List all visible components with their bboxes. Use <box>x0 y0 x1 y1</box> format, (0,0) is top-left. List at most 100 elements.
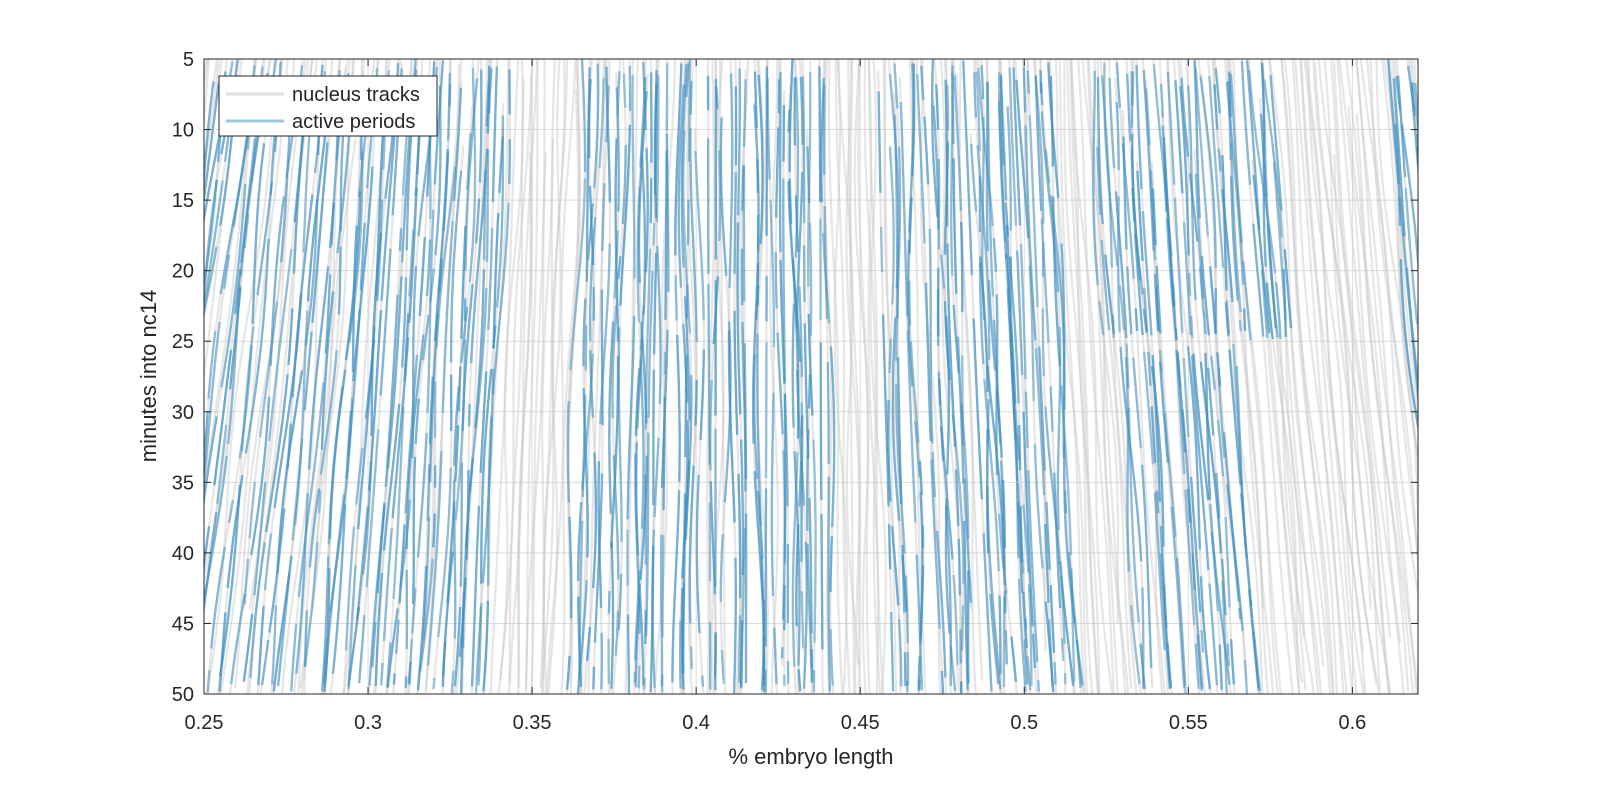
active-period-segment <box>160 424 186 593</box>
active-period-segment <box>410 662 411 685</box>
active-period-segment <box>982 65 983 99</box>
active-period-segment <box>1426 253 1428 332</box>
nucleus-track <box>1410 59 1477 694</box>
active-period-segment <box>1191 316 1192 339</box>
active-period-segment <box>785 394 786 563</box>
active-period-segment <box>819 66 820 202</box>
active-period-segment <box>143 626 155 694</box>
active-period-segment <box>962 605 963 650</box>
active-period-segment <box>667 63 668 131</box>
active-period-segment <box>433 678 434 689</box>
x-tick-label: 0.4 <box>682 712 710 734</box>
active-period-segment <box>127 604 136 683</box>
active-period-segment <box>1465 661 1467 684</box>
active-period-segment <box>702 675 703 686</box>
x-tick-label: 0.3 <box>354 712 382 734</box>
active-period-segment <box>951 72 952 275</box>
nucleus-track <box>88 59 180 694</box>
nucleus-track <box>116 59 219 694</box>
x-tick-label: 0.6 <box>1338 712 1366 734</box>
y-tick-label: 25 <box>172 331 194 353</box>
active-period-segment <box>1420 356 1427 424</box>
active-period-segment <box>150 458 167 571</box>
active-period-segment <box>1176 329 1177 340</box>
active-period-segment <box>1449 442 1455 510</box>
active-period-segment <box>744 79 746 147</box>
active-period-segment <box>905 652 906 686</box>
active-period-segment <box>172 635 182 692</box>
active-period-segment <box>143 589 156 691</box>
active-period-segment <box>1467 619 1477 687</box>
active-period-segment <box>1429 439 1435 495</box>
active-period-segment <box>179 386 191 465</box>
active-period-segment <box>1038 680 1039 691</box>
active-period-segment <box>1439 381 1445 449</box>
active-period-segment <box>208 670 210 693</box>
active-period-segment <box>1430 487 1442 623</box>
active-period-segment <box>1000 595 1001 674</box>
active-period-segment <box>1445 654 1448 688</box>
active-period-segment <box>831 536 832 592</box>
active-period-segment <box>1423 87 1431 177</box>
nucleus-track <box>1414 59 1478 694</box>
active-period-segment <box>1043 309 1044 377</box>
active-period-segment <box>821 342 822 500</box>
active-period-segment <box>1420 419 1425 464</box>
x-tick-label: 0.25 <box>185 712 224 734</box>
active-period-segment <box>691 81 692 115</box>
nucleus-track <box>1426 59 1492 694</box>
y-tick-label: 15 <box>172 190 194 212</box>
active-period-segment <box>624 74 625 108</box>
active-period-segment <box>1055 662 1056 685</box>
active-period-segment <box>1157 491 1158 514</box>
active-period-segment <box>1430 474 1448 610</box>
active-period-segment <box>664 397 665 510</box>
active-period-segment <box>628 615 629 694</box>
active-period-segment <box>962 355 963 445</box>
active-period-segment <box>509 139 510 184</box>
nucleus-track <box>1425 59 1484 694</box>
active-period-segment <box>1427 483 1434 551</box>
x-tick-label: 0.55 <box>1169 712 1208 734</box>
active-period-segment <box>1041 82 1042 105</box>
legend: nucleus tracks active periods <box>219 76 437 136</box>
active-period-segment <box>1445 504 1450 538</box>
active-period-segment <box>1028 71 1029 94</box>
active-period-segment <box>433 514 434 548</box>
active-period-segment <box>1438 531 1452 689</box>
active-period-segment <box>487 149 488 262</box>
active-period-segment <box>1438 596 1448 686</box>
nucleus-track <box>1420 59 1482 694</box>
active-period-segment <box>653 370 654 506</box>
active-period-segment <box>1202 630 1204 653</box>
active-period-segment <box>676 275 677 320</box>
active-period-segment <box>480 70 482 183</box>
nucleus-track <box>76 59 181 694</box>
active-period-segment <box>1189 273 1190 296</box>
active-period-segment <box>428 464 430 520</box>
active-period-segment <box>680 621 681 689</box>
active-period-segment <box>666 150 667 319</box>
active-period-segment <box>807 429 808 531</box>
active-period-segment <box>139 453 175 634</box>
active-period-segment <box>461 463 462 587</box>
active-period-segment <box>810 223 811 336</box>
active-period-segment <box>685 355 686 457</box>
active-period-segment <box>662 535 663 637</box>
active-period-segment <box>1024 67 1025 112</box>
active-period-segment <box>696 380 697 425</box>
active-period-segment <box>739 615 740 683</box>
active-period-segment <box>586 325 587 370</box>
legend-label-active-periods: active periods <box>292 111 415 133</box>
active-period-segment <box>1424 204 1425 227</box>
y-axis-label: minutes into nc14 <box>136 290 161 462</box>
active-period-segment <box>939 372 940 406</box>
active-period-segment <box>828 362 829 464</box>
active-period-segment <box>776 252 777 308</box>
x-axis-label: % embryo length <box>728 744 893 769</box>
active-period-segment <box>1430 230 1444 332</box>
active-period-segment <box>889 524 890 569</box>
active-period-segment <box>1228 644 1230 667</box>
active-period-segment <box>381 663 382 686</box>
